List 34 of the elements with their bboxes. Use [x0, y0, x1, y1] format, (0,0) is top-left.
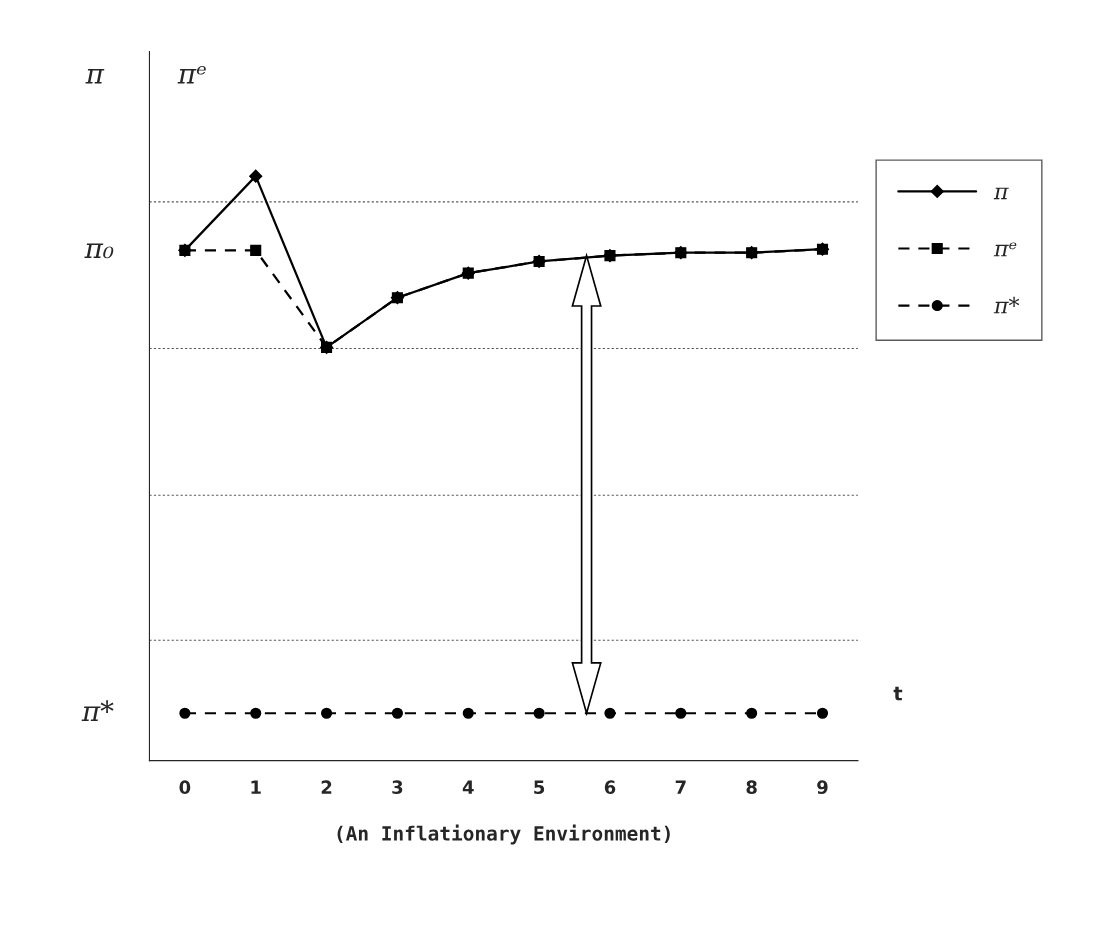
x-tick-label: 4	[462, 780, 474, 794]
x-tick-label: 3	[392, 780, 403, 795]
point	[604, 707, 616, 719]
text: (An Inflationary Environment)	[337, 824, 670, 845]
x-tick-label: 0	[179, 780, 191, 795]
point	[533, 707, 545, 719]
point	[179, 707, 191, 719]
point	[675, 707, 687, 719]
point	[746, 707, 758, 719]
x-tick-label: 2	[321, 780, 332, 794]
point	[533, 255, 545, 268]
x-axis-title: t	[893, 686, 903, 701]
x-tick-label: 9	[817, 780, 828, 795]
x-tick-label: 1	[251, 780, 261, 794]
legend-label: πᵉ	[993, 242, 1017, 257]
point	[249, 169, 263, 183]
point	[462, 267, 474, 279]
y-axis-title: π	[85, 68, 105, 84]
x-tick-label: 7	[675, 780, 686, 794]
point	[462, 707, 474, 719]
legend-label: π	[993, 187, 1009, 200]
point	[321, 707, 333, 719]
x-tick-label: 5	[534, 780, 545, 795]
text: πᵉ	[177, 66, 206, 84]
point	[250, 244, 262, 256]
text: π₀	[84, 243, 114, 259]
point	[816, 243, 829, 255]
legend-label: π*	[993, 296, 1020, 314]
point	[391, 707, 403, 719]
point	[816, 707, 829, 719]
point	[250, 707, 262, 719]
x-tick-label: 8	[746, 780, 757, 795]
text: π*	[81, 700, 114, 721]
x-tick-label: 6	[604, 780, 616, 795]
